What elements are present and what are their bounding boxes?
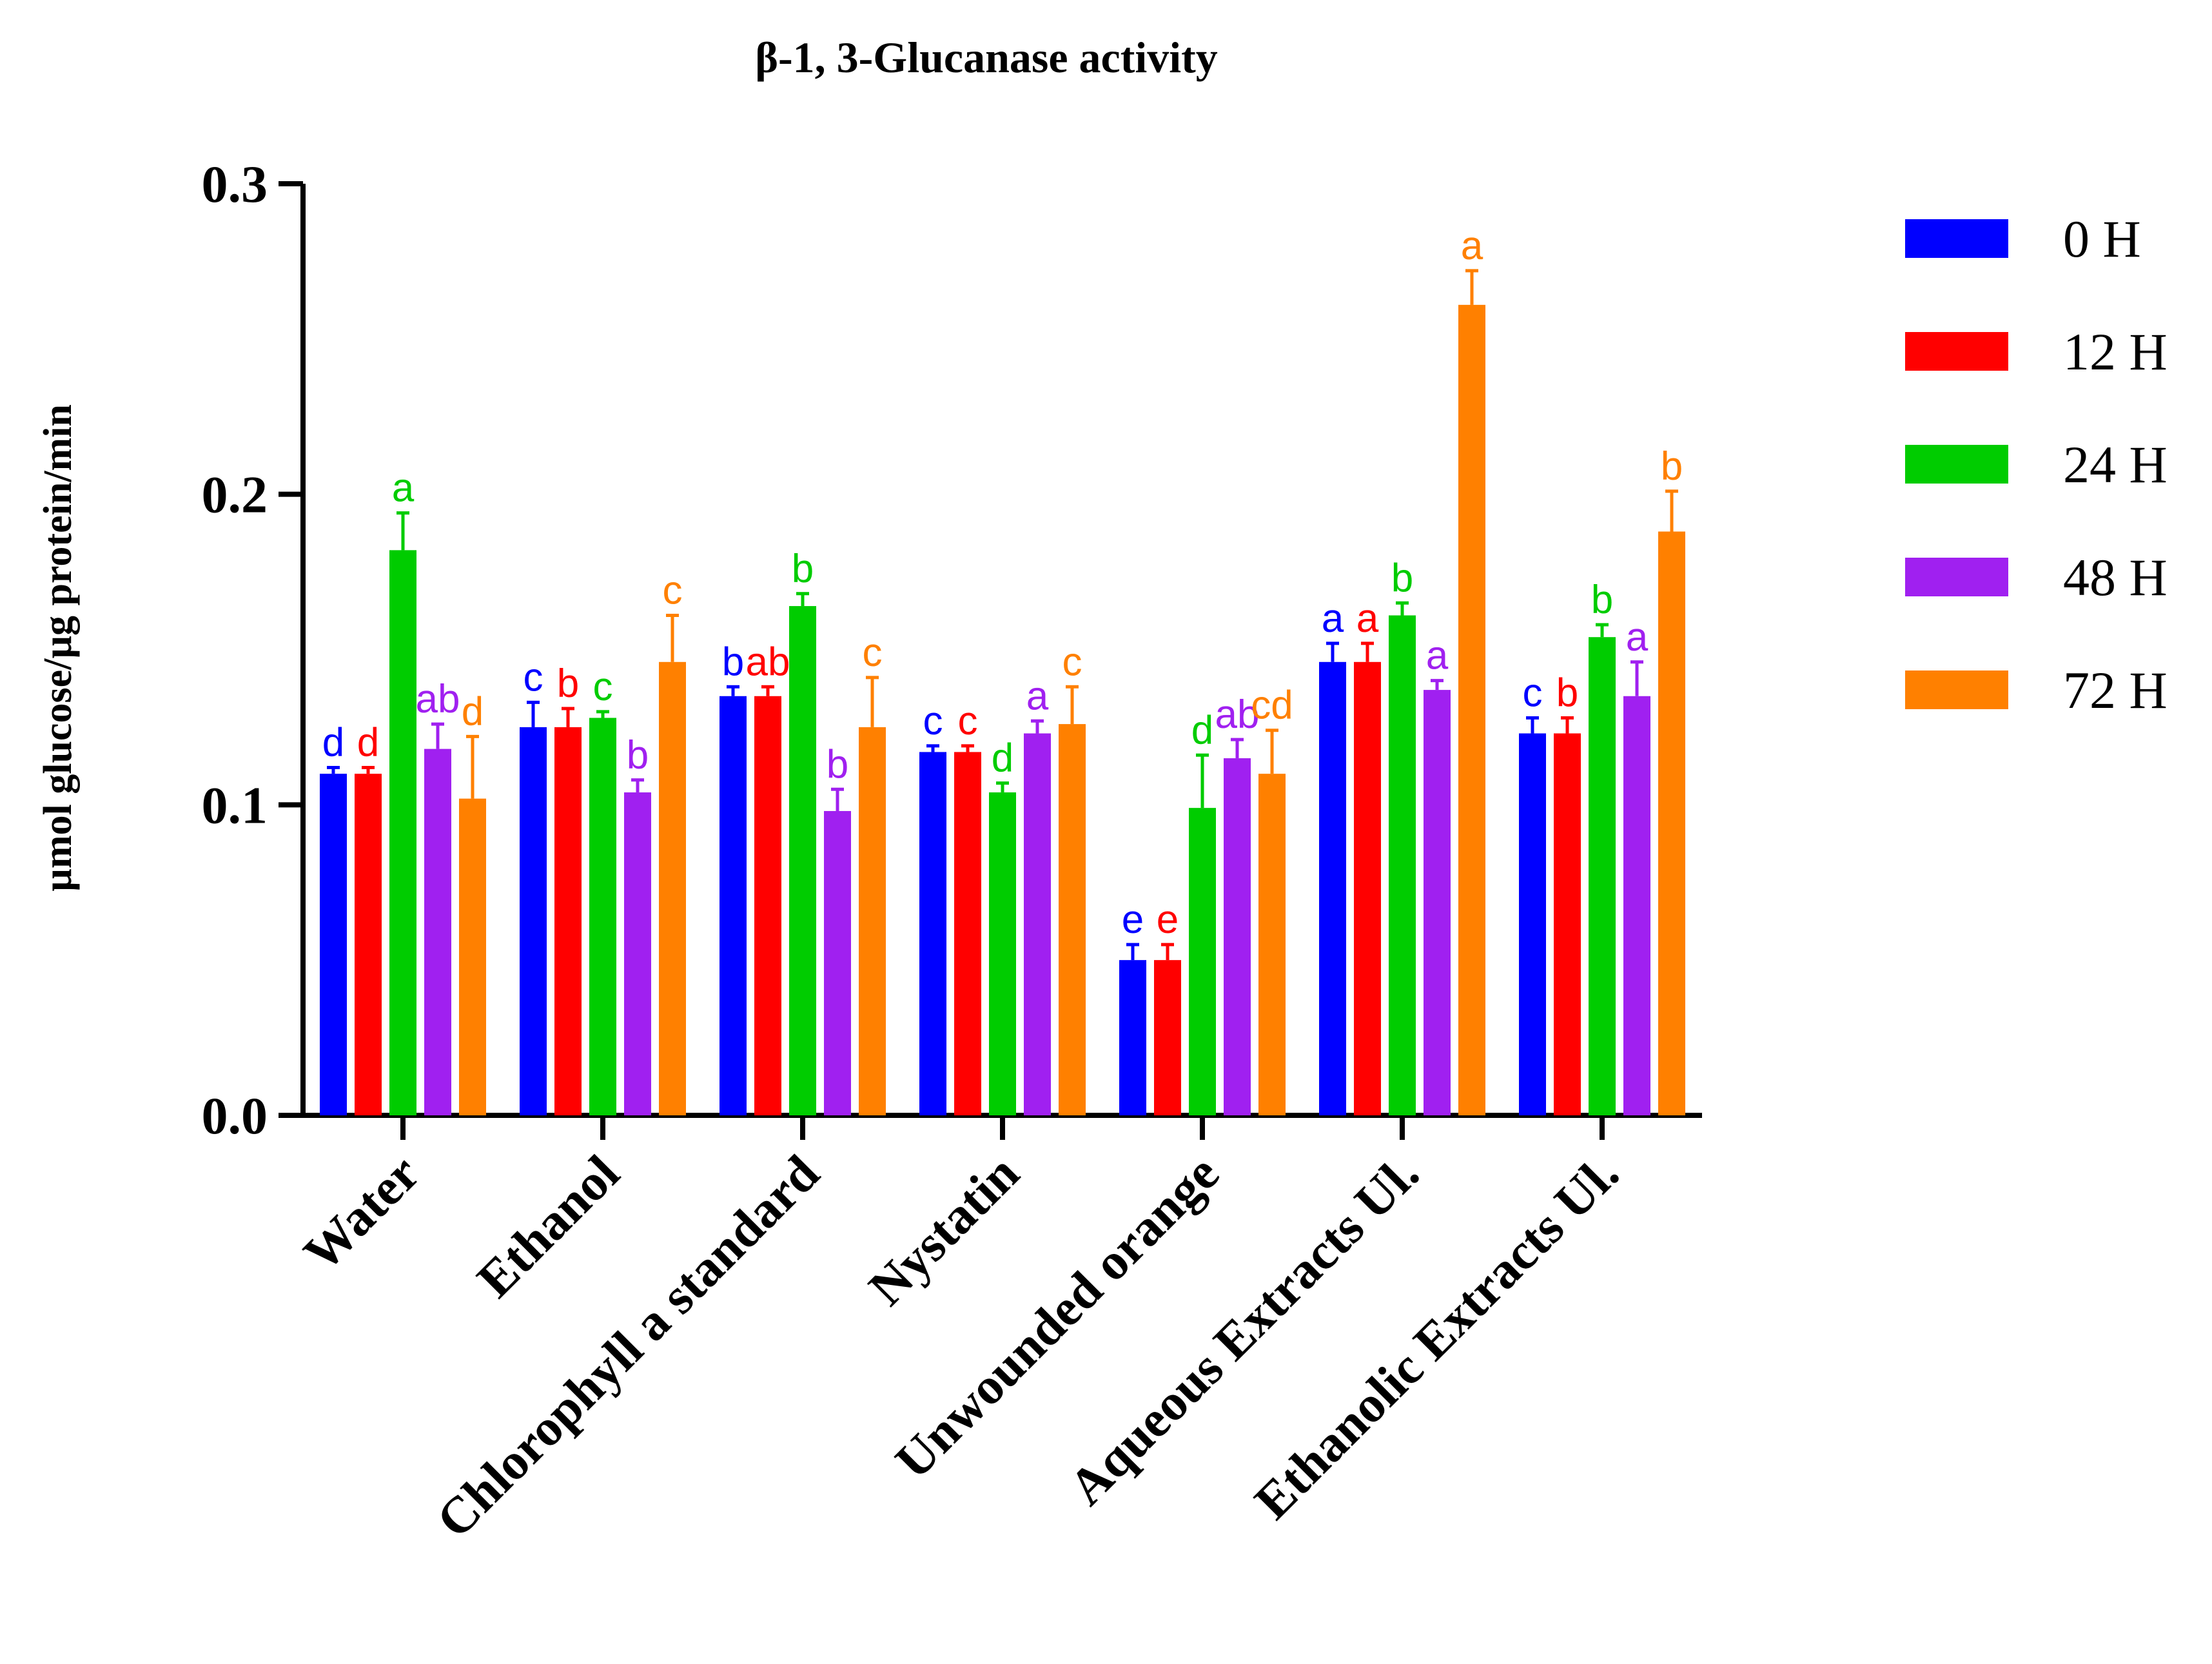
bar xyxy=(520,727,547,1115)
significance-letter: c xyxy=(958,699,978,743)
significance-letter: c xyxy=(923,699,943,743)
bar xyxy=(824,810,851,1115)
bar xyxy=(719,696,747,1115)
x-tick-label: Ethanol xyxy=(467,1145,631,1309)
bar xyxy=(1589,637,1616,1115)
significance-letter: ab xyxy=(1215,692,1260,737)
significance-letter: b xyxy=(722,640,744,684)
legend-swatch xyxy=(1905,670,2008,709)
legend-swatch xyxy=(1905,332,2008,371)
significance-letter: b xyxy=(1556,670,1578,715)
significance-letter: c xyxy=(1062,640,1082,684)
x-tick-label: Water xyxy=(293,1145,431,1282)
bar xyxy=(1189,808,1216,1115)
significance-letter: b xyxy=(557,661,579,706)
bar xyxy=(1319,661,1346,1115)
bar xyxy=(424,749,451,1115)
significance-letter: a xyxy=(1356,596,1379,641)
bar xyxy=(789,606,816,1115)
bar xyxy=(1258,774,1286,1115)
bar xyxy=(459,798,486,1115)
bar xyxy=(859,727,886,1115)
significance-letter: d xyxy=(992,736,1013,781)
bar xyxy=(1458,304,1485,1116)
bar xyxy=(589,718,616,1115)
significance-letter: b xyxy=(792,547,814,591)
significance-letter: e xyxy=(1157,897,1179,942)
bar xyxy=(919,752,946,1115)
bar xyxy=(624,792,651,1115)
bar xyxy=(1354,661,1381,1115)
y-tick-label: 0.0 xyxy=(202,1086,268,1145)
y-axis-label: µmol glucose/µg protein/min xyxy=(36,404,80,892)
significance-letter: c xyxy=(1523,670,1543,715)
significance-letter: b xyxy=(627,733,649,778)
bar xyxy=(320,774,347,1115)
x-tick-label: Ethanolic Extracts Ul. xyxy=(1244,1145,1630,1531)
y-tick-label: 0.2 xyxy=(202,465,268,524)
bar xyxy=(355,774,382,1115)
significance-letter: a xyxy=(1426,634,1449,678)
significance-letter: a xyxy=(1626,615,1649,660)
legend-swatch xyxy=(1905,445,2008,484)
bar xyxy=(1119,960,1146,1115)
significance-letter: c xyxy=(863,631,883,675)
chart-title: β-1, 3-Glucanase activity xyxy=(755,33,1218,82)
significance-letter: cd xyxy=(1251,683,1293,728)
bar xyxy=(1519,733,1546,1115)
significance-letter: ab xyxy=(416,677,460,721)
bar xyxy=(1389,615,1416,1115)
bar xyxy=(659,661,686,1115)
legend-label: 48 H xyxy=(2063,548,2168,607)
significance-letter: d xyxy=(322,721,344,765)
x-tick-label: Unwounded orange xyxy=(885,1145,1229,1490)
legend: 0 H 12 H 24 H 48 H 72 H xyxy=(1905,210,2168,719)
significance-letter: c xyxy=(593,665,613,709)
significance-letter: b xyxy=(1661,444,1683,489)
bar xyxy=(1224,758,1251,1115)
significance-letter: b xyxy=(1391,556,1413,600)
significance-letter: d xyxy=(357,721,379,765)
x-tick-label: Nystatin xyxy=(858,1145,1030,1317)
legend-swatch xyxy=(1905,219,2008,258)
significance-letter: e xyxy=(1122,897,1144,942)
significance-letter: b xyxy=(1591,578,1613,622)
bar xyxy=(1623,696,1650,1115)
bar xyxy=(1424,690,1451,1115)
legend-label: 12 H xyxy=(2063,322,2168,381)
y-tick-label: 0.3 xyxy=(202,155,268,213)
significance-letter: c xyxy=(524,655,543,700)
significance-letter: c xyxy=(663,569,683,613)
bar xyxy=(989,792,1016,1115)
bar xyxy=(554,727,582,1115)
x-tick-label: Aqueous Extracts Ul. xyxy=(1059,1145,1430,1516)
bar xyxy=(754,696,781,1115)
significance-letter: d xyxy=(1191,708,1213,752)
significance-letter: a xyxy=(1026,674,1049,718)
bar xyxy=(1658,531,1685,1115)
bar xyxy=(1154,960,1181,1115)
legend-label: 0 H xyxy=(2063,210,2141,268)
bar xyxy=(1554,733,1581,1115)
bar xyxy=(389,550,416,1115)
significance-letter: d xyxy=(462,689,484,734)
bar xyxy=(1059,724,1086,1115)
significance-letter: b xyxy=(827,742,848,787)
bar xyxy=(954,752,981,1115)
x-tick-label: Chlorophyll a standard xyxy=(426,1145,830,1549)
legend-label: 72 H xyxy=(2063,661,2168,719)
legend-swatch xyxy=(1905,558,2008,596)
significance-letter: ab xyxy=(746,640,790,684)
bar xyxy=(1024,733,1051,1115)
significance-letter: a xyxy=(1461,224,1483,268)
y-tick-label: 0.1 xyxy=(202,776,268,834)
significance-letter: a xyxy=(1322,596,1344,641)
significance-letter: a xyxy=(392,466,415,511)
legend-label: 24 H xyxy=(2063,435,2168,494)
